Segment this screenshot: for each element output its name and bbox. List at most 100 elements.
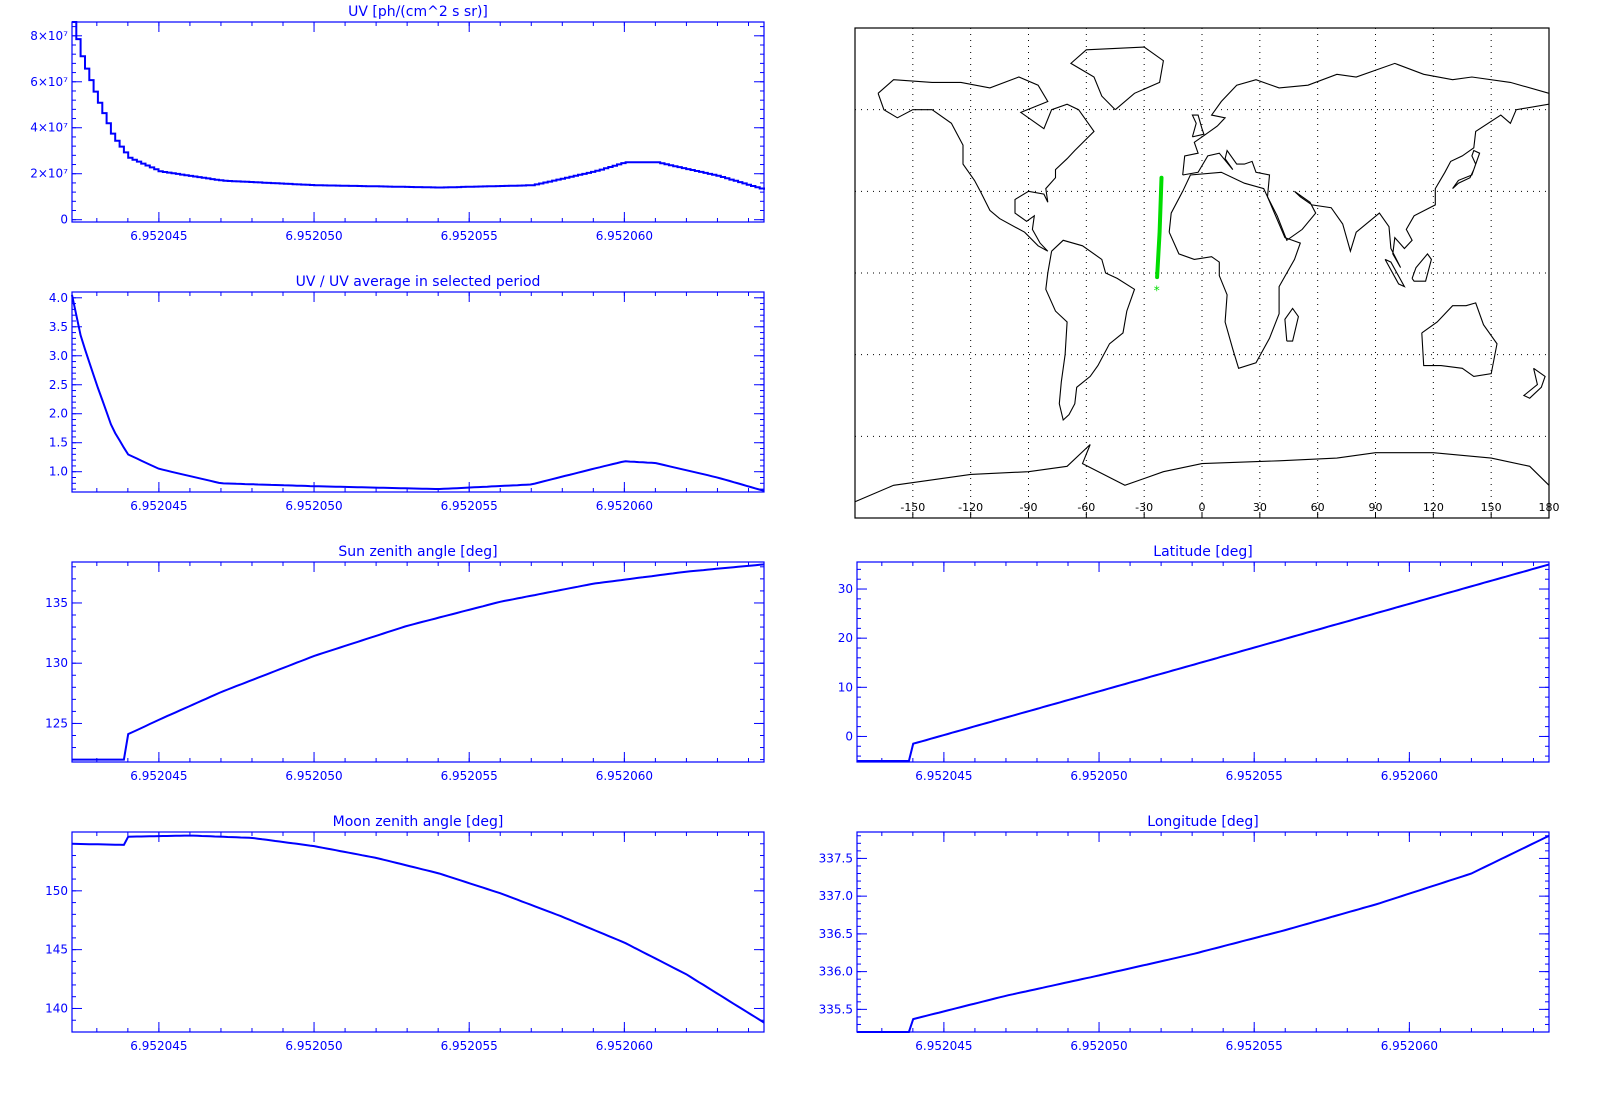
map-coastline	[877, 76, 1095, 252]
uv-x-tick-label: 6.952055	[441, 229, 498, 243]
moon-zenith-y-tick-label: 140	[45, 1001, 68, 1015]
map-x-tick-label: -60	[1077, 501, 1095, 514]
sun-zenith-y-tick-label: 135	[45, 596, 68, 610]
uv-ratio-x-tick-label: 6.952055	[441, 499, 498, 513]
map-coastline	[1182, 62, 1550, 268]
sun-zenith-title: Sun zenith angle [deg]	[338, 544, 497, 560]
map-track-start-marker: *	[1154, 284, 1160, 298]
longitude-y-tick-label: 337.0	[819, 889, 853, 903]
latitude-frame	[856, 561, 1550, 763]
map-x-tick-label: 120	[1423, 501, 1444, 514]
uv-y-tick-label: 2×10⁷	[30, 167, 68, 181]
uv-series-line	[72, 21, 765, 190]
sun-zenith-x-tick-label: 6.952050	[285, 769, 342, 783]
moon-zenith-y-tick-label: 145	[45, 943, 68, 957]
longitude-y-tick-label: 336.5	[819, 927, 853, 941]
longitude-y-tick-label: 335.5	[819, 1002, 853, 1016]
uv-y-tick-label: 6×10⁷	[30, 75, 68, 89]
map-coastline	[1284, 307, 1299, 342]
uv-frame	[71, 21, 765, 223]
uv-ratio-x-tick-label: 6.952060	[596, 499, 653, 513]
latitude-y-tick-label: 20	[838, 631, 853, 645]
moon-zenith-frame	[71, 831, 765, 1033]
longitude-frame	[856, 831, 1550, 1033]
longitude-x-tick-label: 6.952045	[915, 1039, 972, 1053]
uv-ratio-x-tick-label: 6.952045	[130, 499, 187, 513]
map-track-line	[1155, 175, 1164, 280]
latitude-series-line	[857, 563, 1550, 762]
sun-zenith-x-tick-label: 6.952045	[130, 769, 187, 783]
uv-ratio-x-tick-label: 6.952050	[285, 499, 342, 513]
longitude-series-line	[857, 834, 1550, 1033]
moon-zenith-y-tick-label: 150	[45, 884, 68, 898]
map-x-tick-label: 180	[1539, 501, 1560, 514]
sun-zenith-panel: Sun zenith angle [deg] 6.952045 6.952050 6.…	[45, 544, 765, 783]
map-frame	[854, 27, 1550, 519]
uv-panel: UV [ph/(cm^2 s sr)] 6.952045 6.952050 6.952…	[30, 4, 765, 243]
uv-ratio-y-tick-label: 2.0	[49, 407, 68, 421]
map-coastline	[1411, 253, 1432, 282]
longitude-x-tick-label: 6.952055	[1226, 1039, 1283, 1053]
map-x-tick-label: -150	[900, 501, 925, 514]
map-x-tick-label: -120	[958, 501, 983, 514]
uv-x-tick-label: 6.952050	[285, 229, 342, 243]
latitude-y-tick-label: 30	[838, 582, 853, 596]
moon-zenith-panel: Moon zenith angle [deg] 6.952045 6.952050 6…	[45, 814, 765, 1053]
uv-ratio-y-tick-label: 3.5	[49, 320, 68, 334]
map-x-tick-label: 0	[1199, 501, 1206, 514]
uv-ratio-title: UV / UV average in selected period	[296, 274, 541, 290]
moon-zenith-x-tick-label: 6.952050	[285, 1039, 342, 1053]
uv-ratio-frame	[71, 291, 765, 493]
uv-y-tick-label: 8×10⁷	[30, 29, 68, 43]
map-coastline	[1191, 114, 1205, 138]
uv-y-tick-label: 0	[60, 213, 68, 227]
map-x-tick-label: -30	[1135, 501, 1153, 514]
map-coastline	[1045, 239, 1136, 422]
map-coastline	[1452, 149, 1481, 190]
uv-x-tick-label: 6.952045	[130, 229, 187, 243]
moon-zenith-series-line	[71, 834, 765, 1024]
map-coastline	[1421, 302, 1498, 377]
map-coastline	[1069, 46, 1165, 111]
latitude-x-tick-label: 6.952055	[1226, 769, 1283, 783]
latitude-x-tick-label: 6.952045	[915, 769, 972, 783]
sun-zenith-y-tick-label: 125	[45, 716, 68, 730]
uv-ratio-series-line	[71, 294, 765, 492]
uv-title: UV [ph/(cm^2 s sr)]	[348, 4, 488, 20]
map-x-tick-label: -90	[1020, 501, 1038, 514]
longitude-panel: Longitude [deg] 6.952045 6.952050 6.952055 6…	[819, 814, 1550, 1053]
map-coastline	[854, 444, 1550, 503]
uv-ratio-panel: UV / UV average in selected period 6.9520…	[49, 274, 765, 513]
map-x-tick-label: 150	[1481, 501, 1502, 514]
map-coastline	[1384, 258, 1406, 288]
moon-zenith-x-tick-label: 6.952055	[441, 1039, 498, 1053]
uv-x-tick-label: 6.952060	[596, 229, 653, 243]
sun-zenith-x-tick-label: 6.952060	[596, 769, 653, 783]
longitude-y-tick-label: 336.0	[819, 965, 853, 979]
latitude-y-tick-label: 0	[845, 729, 853, 743]
map-coastline	[1522, 367, 1546, 399]
map-x-tick-label: 30	[1253, 501, 1267, 514]
latitude-panel: Latitude [deg] 6.952045 6.952050 6.952055 6.…	[838, 544, 1550, 783]
latitude-y-tick-label: 10	[838, 680, 853, 694]
longitude-x-tick-label: 6.952060	[1381, 1039, 1438, 1053]
uv-y-tick-label: 4×10⁷	[30, 121, 68, 135]
moon-zenith-x-tick-label: 6.952045	[130, 1039, 187, 1053]
uv-ratio-y-tick-label: 4.0	[49, 291, 68, 305]
longitude-y-tick-label: 337.5	[819, 851, 853, 865]
longitude-title: Longitude [deg]	[1147, 814, 1258, 830]
sun-zenith-y-tick-label: 130	[45, 656, 68, 670]
map-x-tick-label: 90	[1369, 501, 1383, 514]
latitude-x-tick-label: 6.952050	[1070, 769, 1127, 783]
map-coastline	[1168, 171, 1302, 369]
map-x-tick-label: 60	[1311, 501, 1325, 514]
uv-ratio-y-tick-label: 1.5	[49, 436, 68, 450]
uv-ratio-y-tick-label: 2.5	[49, 378, 68, 392]
latitude-x-tick-label: 6.952060	[1381, 769, 1438, 783]
sun-zenith-frame	[71, 561, 765, 763]
sun-zenith-series-line	[72, 563, 765, 761]
longitude-x-tick-label: 6.952050	[1070, 1039, 1127, 1053]
uv-ratio-y-tick-label: 3.0	[49, 349, 68, 363]
moon-zenith-title: Moon zenith angle [deg]	[333, 814, 504, 830]
